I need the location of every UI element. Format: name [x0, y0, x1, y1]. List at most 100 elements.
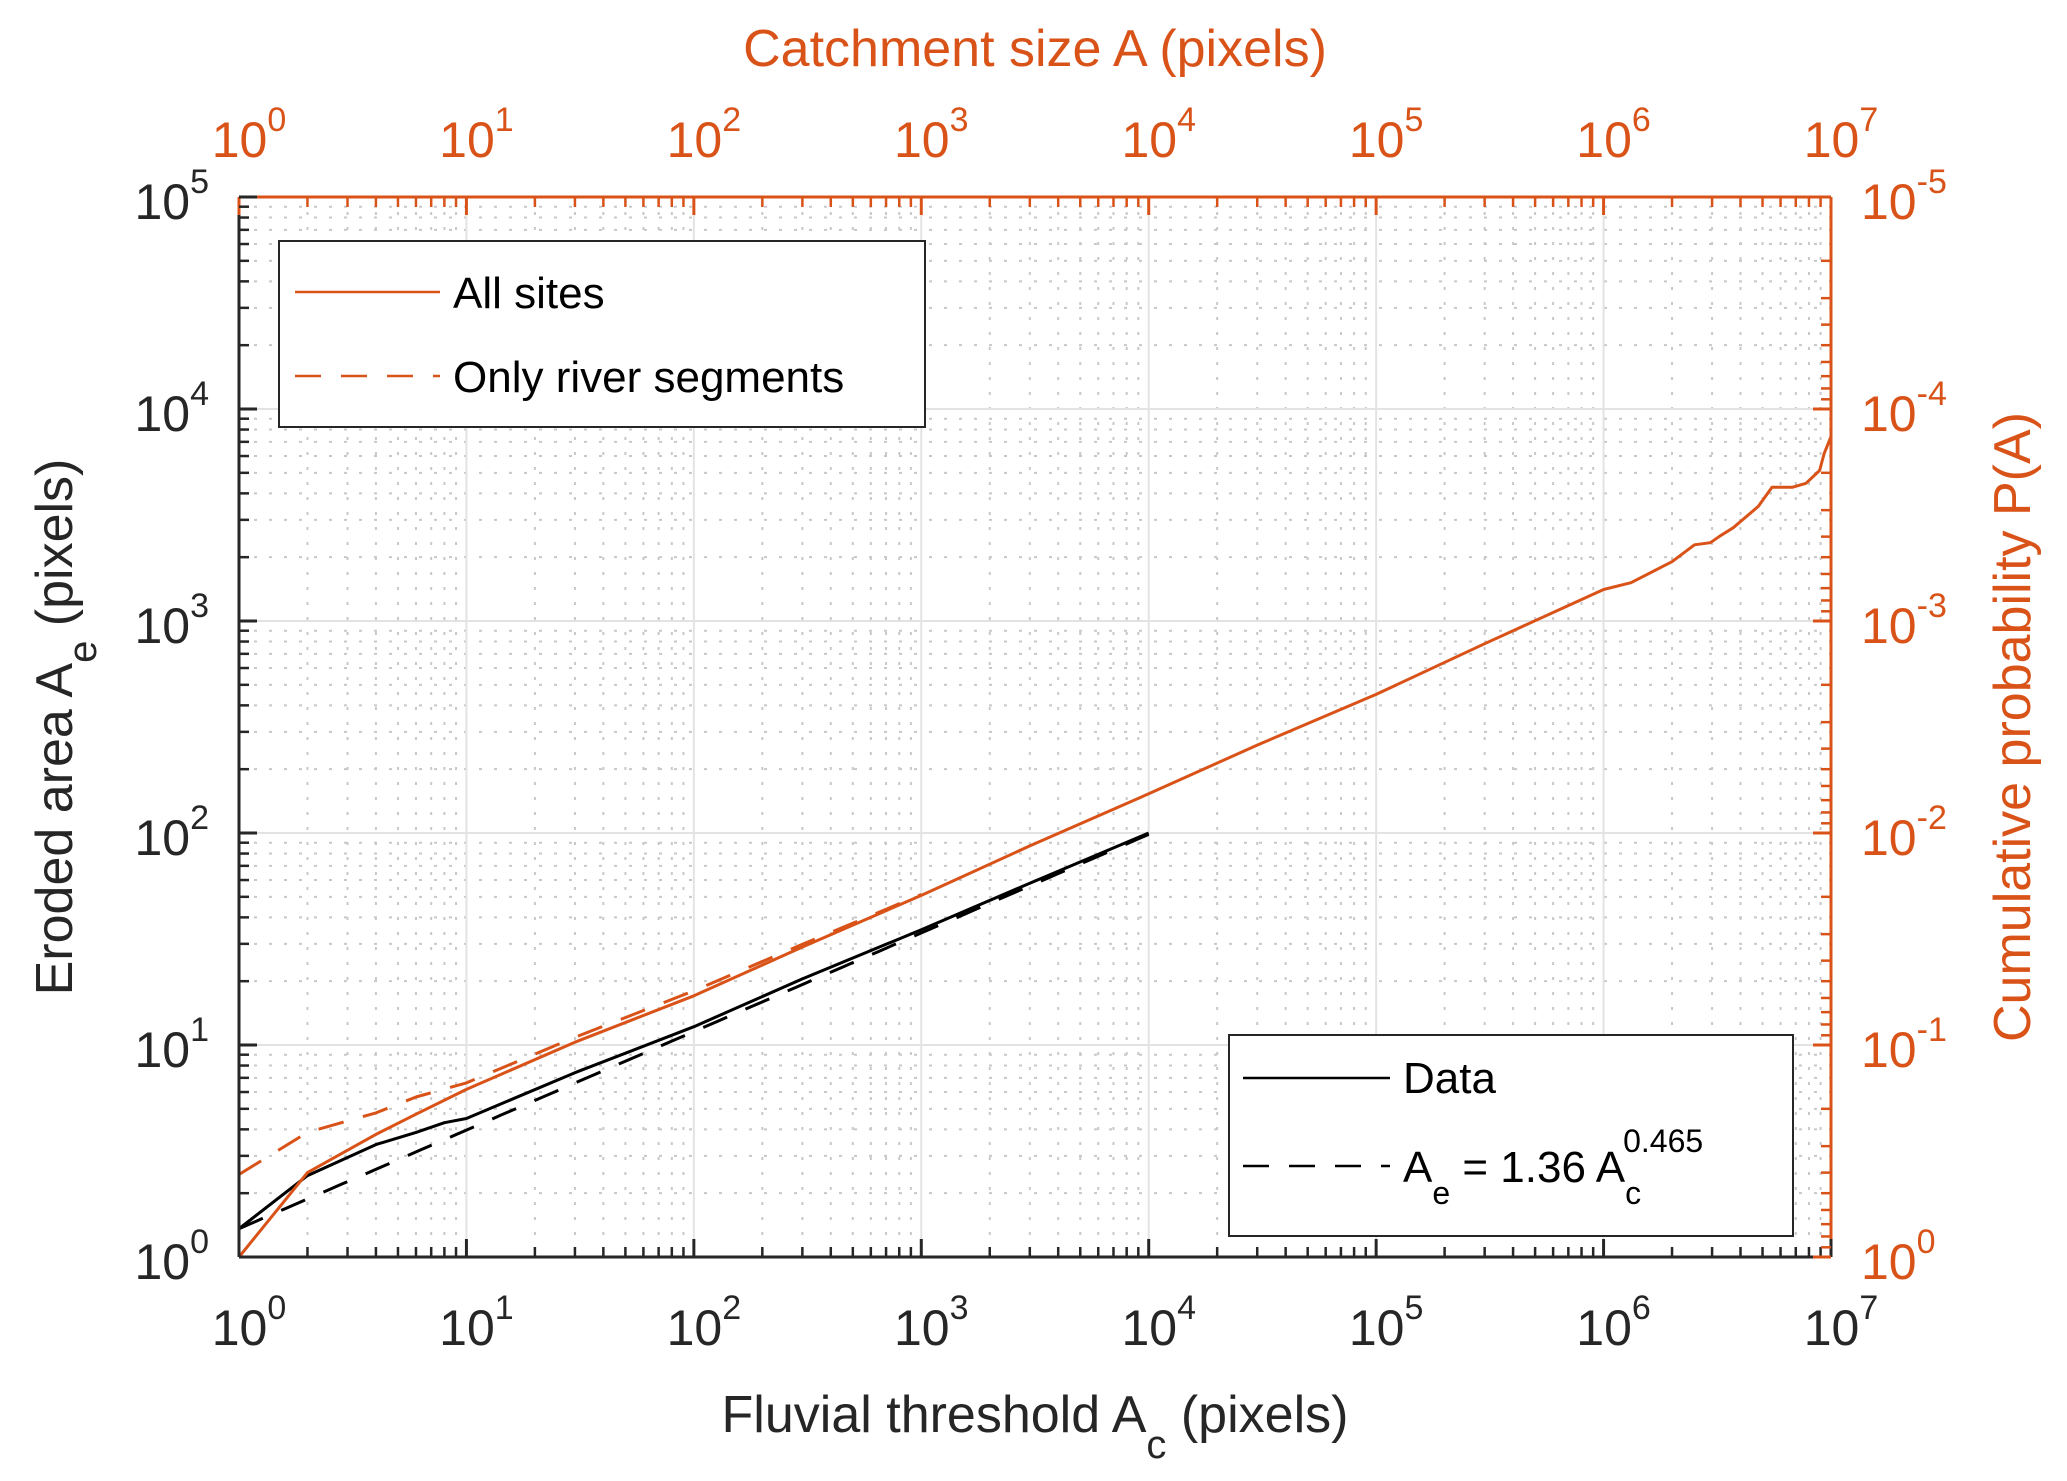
legend-top-left: All sites Only river segments [278, 240, 926, 428]
legend-fit-exponent: 0.465 [1623, 1123, 1703, 1159]
x-bottom-tick-label: 103 [894, 1289, 969, 1356]
x-top-tick-label-exponent: 7 [1859, 101, 1878, 139]
y-right-tick-label-base: 10 [1861, 1234, 1917, 1290]
y-left-tick-label-base: 10 [134, 1022, 190, 1078]
x-top-tick-label-base: 10 [1804, 112, 1860, 168]
y-left-tick-label-exponent: 3 [190, 587, 209, 625]
y-left-tick-label: 101 [134, 1011, 209, 1078]
x-bottom-tick-label-base: 10 [439, 1300, 495, 1356]
x-axis-bottom-title-sub: c [1146, 1423, 1166, 1467]
axes [237, 195, 1833, 1259]
legend-data-label: Data [1403, 1054, 1496, 1103]
y-right-tick-label-base: 10 [1861, 174, 1917, 230]
y-axis-left-title-suffix: (pixels) [26, 459, 84, 641]
x-top-tick-label-base: 10 [212, 112, 268, 168]
legend-fit-ae-sub: e [1432, 1175, 1450, 1211]
y-left-tick-label-exponent: 0 [190, 1223, 209, 1261]
x-top-tick-label-exponent: 1 [495, 101, 514, 139]
x-top-tick-label-exponent: 4 [1177, 101, 1196, 139]
x-bottom-tick-label-exponent: 1 [495, 1289, 514, 1327]
x-bottom-tick-label-base: 10 [212, 1300, 268, 1356]
x-axis-top-title: Catchment size A (pixels) [743, 20, 1327, 78]
y-right-tick-label-base: 10 [1861, 1022, 1917, 1078]
legend-all-sites-label: All sites [453, 269, 605, 318]
x-top-tick-label-exponent: 3 [950, 101, 969, 139]
x-top-tick-label: 101 [439, 101, 514, 168]
y-left-tick-label-exponent: 4 [190, 375, 209, 413]
x-bottom-tick-label: 105 [1349, 1289, 1424, 1356]
y-right-tick-label: 10-1 [1861, 1011, 1947, 1078]
x-axis-bottom-title-suffix: (pixels) [1166, 1386, 1348, 1444]
x-top-tick-label: 106 [1576, 101, 1651, 168]
x-top-tick-label-base: 10 [1576, 112, 1632, 168]
y-right-tick-label: 10-3 [1861, 587, 1947, 654]
y-right-tick-label-exponent: -1 [1917, 1011, 1947, 1049]
x-bottom-tick-label-base: 10 [667, 1300, 723, 1356]
y-left-tick-label-base: 10 [134, 598, 190, 654]
x-top-tick-label-exponent: 6 [1632, 101, 1651, 139]
y-right-tick-label-base: 10 [1861, 810, 1917, 866]
x-bottom-tick-label-base: 10 [894, 1300, 950, 1356]
x-bottom-tick-label-exponent: 6 [1632, 1289, 1651, 1327]
x-top-tick-label-base: 10 [1349, 112, 1405, 168]
x-top-tick-label-base: 10 [667, 112, 723, 168]
legend-fit-ac-sub: c [1625, 1175, 1641, 1211]
legend-fit-coef: = 1.36 A [1450, 1143, 1626, 1192]
x-bottom-tick-label-base: 10 [1804, 1300, 1860, 1356]
y-right-tick-label-exponent: -3 [1917, 587, 1947, 625]
series-line-only-river-segments [238, 893, 922, 1176]
series-line-data [238, 831, 1150, 1230]
x-bottom-tick-label: 102 [667, 1289, 742, 1356]
x-top-tick-label: 105 [1349, 101, 1424, 168]
x-top-tick-label-base: 10 [439, 112, 495, 168]
y-right-tick-label: 10-5 [1861, 163, 1947, 230]
x-top-tick-label-exponent: 2 [722, 101, 741, 139]
x-bottom-tick-label-exponent: 4 [1177, 1289, 1196, 1327]
x-top-tick-label: 104 [1121, 101, 1196, 168]
x-top-tick-label: 107 [1804, 101, 1879, 168]
x-bottom-tick-label-base: 10 [1576, 1300, 1632, 1356]
x-bottom-tick-label: 106 [1576, 1289, 1651, 1356]
x-bottom-tick-label-exponent: 7 [1859, 1289, 1878, 1327]
x-axis-bottom-title: Fluvial threshold Ac (pixels) [722, 1386, 1349, 1467]
y-left-tick-label-base: 10 [134, 810, 190, 866]
x-bottom-tick-label: 107 [1804, 1289, 1879, 1356]
y-right-tick-label-exponent: -4 [1917, 375, 1947, 413]
y-axis-right-title: Cumulative probability P(A) [1984, 412, 2042, 1042]
x-bottom-tick-label: 104 [1121, 1289, 1196, 1356]
y-left-tick-label-base: 10 [134, 1234, 190, 1290]
x-top-tick-label-base: 10 [894, 112, 950, 168]
y-right-tick-label-base: 10 [1861, 386, 1917, 442]
x-top-tick-label-exponent: 0 [267, 101, 286, 139]
x-bottom-tick-label-exponent: 2 [722, 1289, 741, 1327]
y-right-tick-label-exponent: 0 [1917, 1223, 1936, 1261]
y-axis-left-title-main: Eroded area A [26, 663, 84, 996]
y-left-tick-label: 104 [134, 375, 209, 442]
y-right-tick-label-exponent: -5 [1917, 163, 1947, 201]
x-top-tick-label-exponent: 5 [1404, 101, 1423, 139]
y-right-tick-label: 10-2 [1861, 799, 1947, 866]
y-axis-left-title-sub: e [61, 641, 105, 663]
x-top-tick-label: 102 [667, 101, 742, 168]
x-bottom-tick-label-base: 10 [1349, 1300, 1405, 1356]
x-bottom-tick-label: 100 [212, 1289, 287, 1356]
y-left-tick-label-base: 10 [134, 386, 190, 442]
x-top-tick-label: 103 [894, 101, 969, 168]
legend-top-left-box [278, 240, 926, 428]
series-layer [237, 436, 1833, 1258]
legend-fit-label: Ae = 1.36 Ac 0.465 [1403, 1123, 1703, 1211]
x-bottom-tick-label: 101 [439, 1289, 514, 1356]
y-left-tick-label: 105 [134, 163, 209, 230]
y-left-tick-label-exponent: 5 [190, 163, 209, 201]
legend-river-segments-label: Only river segments [453, 353, 844, 402]
series-line-all-sites [237, 436, 1833, 1258]
y-left-tick-label-exponent: 2 [190, 799, 209, 837]
x-bottom-tick-label-exponent: 5 [1404, 1289, 1423, 1327]
y-left-tick-label-base: 10 [134, 174, 190, 230]
y-right-tick-label: 100 [1861, 1223, 1936, 1290]
y-left-tick-label: 103 [134, 587, 209, 654]
y-left-tick-label-exponent: 1 [190, 1011, 209, 1049]
legend-fit-ae: A [1403, 1143, 1433, 1192]
